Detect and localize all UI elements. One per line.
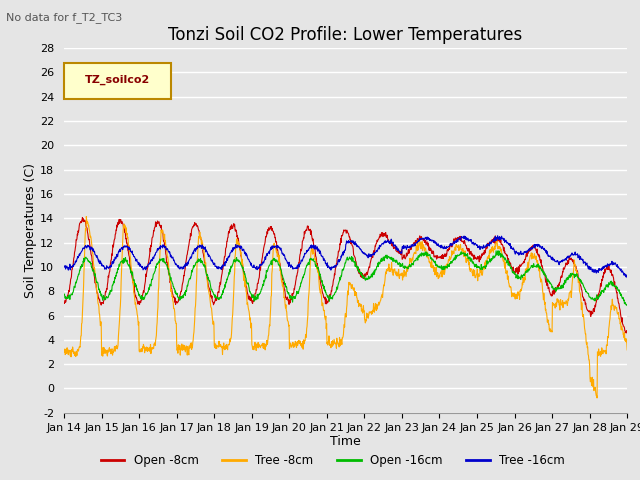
Title: Tonzi Soil CO2 Profile: Lower Temperatures: Tonzi Soil CO2 Profile: Lower Temperatur… xyxy=(168,25,523,44)
Legend: Open -8cm, Tree -8cm, Open -16cm, Tree -16cm: Open -8cm, Tree -8cm, Open -16cm, Tree -… xyxy=(96,449,570,472)
FancyBboxPatch shape xyxy=(64,62,171,99)
Text: TZ_soilco2: TZ_soilco2 xyxy=(85,75,150,85)
X-axis label: Time: Time xyxy=(330,435,361,448)
Y-axis label: Soil Temperatures (C): Soil Temperatures (C) xyxy=(24,163,37,298)
Text: No data for f_T2_TC3: No data for f_T2_TC3 xyxy=(6,12,123,23)
